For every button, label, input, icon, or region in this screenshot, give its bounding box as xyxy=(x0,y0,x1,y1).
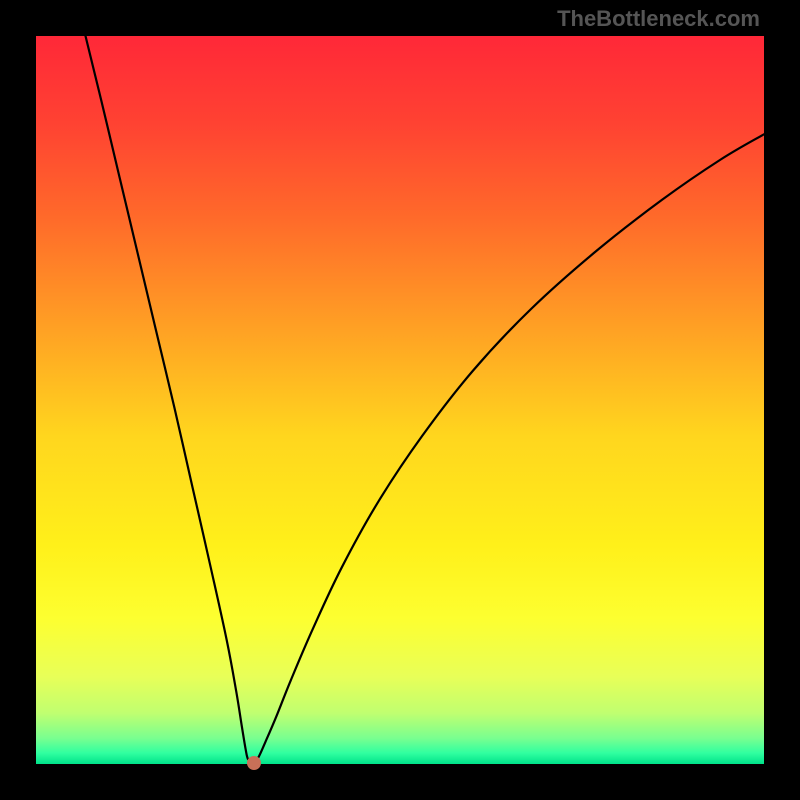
chart-container: TheBottleneck.com xyxy=(0,0,800,800)
plot-area xyxy=(36,36,764,764)
curve-svg xyxy=(36,36,764,764)
watermark-text: TheBottleneck.com xyxy=(557,6,760,32)
gradient-background xyxy=(36,36,764,764)
minimum-marker xyxy=(247,756,261,770)
